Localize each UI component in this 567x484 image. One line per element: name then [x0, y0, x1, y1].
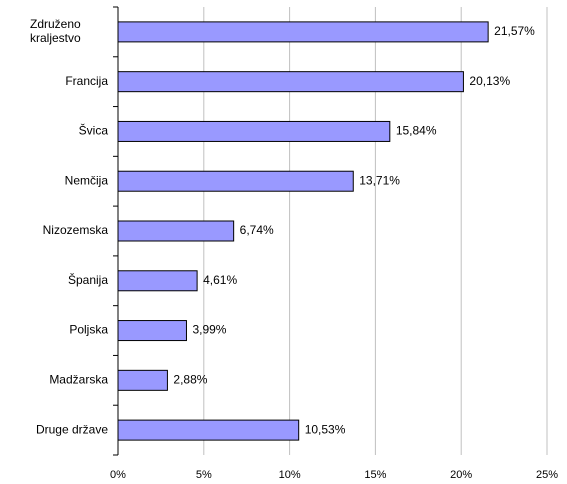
bar: [117, 320, 187, 342]
bar: [117, 170, 354, 192]
value-label: 3,99%: [192, 323, 226, 337]
bar: [117, 419, 300, 441]
value-label: 10,53%: [305, 422, 346, 436]
value-label: 20,13%: [469, 74, 510, 88]
x-tick-label: 10%: [279, 469, 301, 481]
x-tick-label: 5%: [196, 469, 212, 481]
value-label: 15,84%: [396, 124, 437, 138]
value-label: 4,61%: [203, 273, 237, 287]
value-label: 21,57%: [494, 24, 535, 38]
y-tick-label: Poljska: [69, 323, 108, 337]
value-label: 13,71%: [359, 173, 400, 187]
value-label: 6,74%: [240, 223, 274, 237]
bar: [117, 120, 391, 142]
y-tick-label: Švica: [79, 123, 109, 138]
x-tick-label: 20%: [450, 469, 472, 481]
bar: [117, 220, 235, 242]
y-tick-label: Nizozemska: [43, 223, 109, 237]
y-tick-label: Združeno kraljestvo: [30, 17, 81, 45]
value-label: 2,88%: [173, 373, 207, 387]
x-tick-label: 0%: [110, 469, 126, 481]
y-tick-label: Francija: [65, 74, 108, 88]
y-tick-label: Španija: [68, 272, 108, 287]
bar: [117, 21, 489, 43]
x-tick-label: 25%: [536, 469, 558, 481]
bar: [117, 71, 464, 93]
y-tick-label: Druge države: [36, 422, 108, 436]
bar: [117, 270, 198, 292]
y-tick-label: Nemčija: [65, 173, 109, 187]
bar: [117, 369, 168, 391]
x-tick-label: 15%: [364, 469, 386, 481]
y-tick-label: Madžarska: [49, 373, 108, 387]
